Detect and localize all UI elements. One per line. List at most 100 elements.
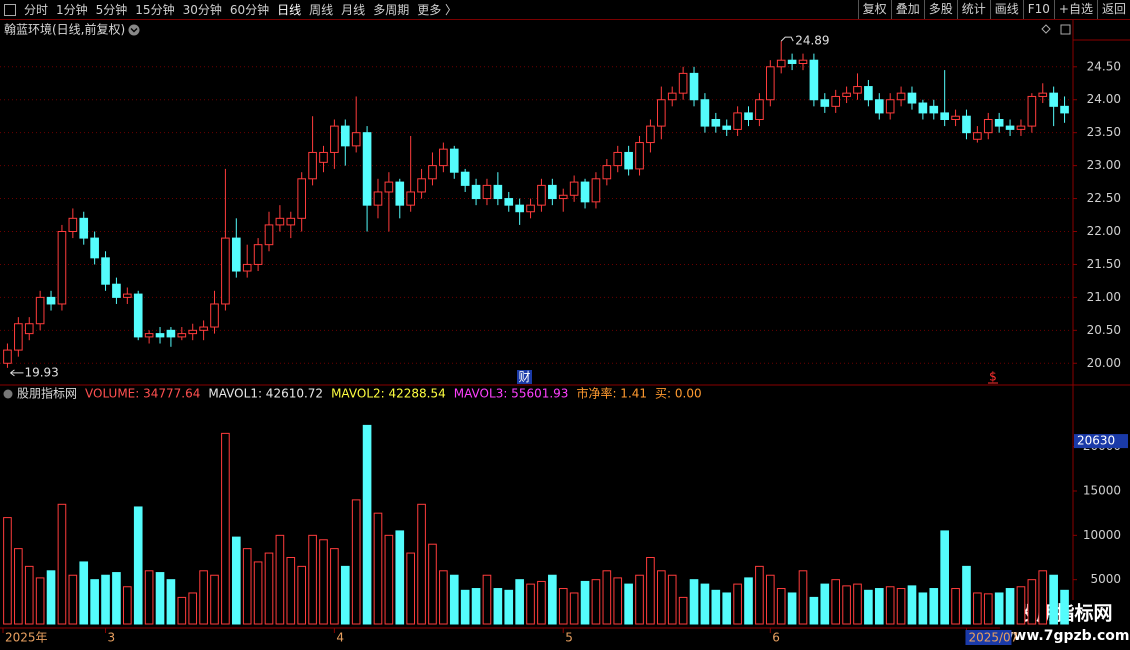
toolbar-tab[interactable]: 分时 [24,3,49,17]
toolbar-tab[interactable]: 60分钟 [229,3,270,17]
candle-body [951,115,960,121]
x-tick-label: 4 [336,631,344,645]
volume-bar [231,536,241,625]
candle-body [24,323,34,335]
y-tick-label: 5000 [1090,572,1121,586]
toolbar-tab[interactable]: 15分钟 [135,3,175,17]
candle-body [602,165,612,180]
x-tick-label: 3 [108,631,116,645]
candle-body [395,181,405,206]
volume-bar [133,506,143,625]
volume-bar [155,572,165,625]
y-tick-label: 10000 [1083,528,1121,542]
toolbar-tab[interactable]: 周线 [309,3,334,17]
candle-body [188,329,198,335]
volume-bar [286,557,296,625]
volume-bar [994,592,1004,625]
volume-bar [460,589,470,625]
x-tick-label: 2025年 [5,631,48,645]
volume-bar [166,579,176,625]
toolbar-button[interactable]: F10 [1022,0,1054,19]
candle-body [428,165,437,180]
toolbar-menu-icon[interactable] [4,3,16,16]
y-tick-label: 24.00 [1087,92,1121,106]
finance-marker-bg[interactable] [517,370,532,384]
indicator-icon[interactable] [3,389,13,399]
volume-bar [940,530,949,625]
volume-bar [874,588,884,625]
volume-bar [515,579,524,625]
volume-bar [537,580,546,625]
toolbar-tab[interactable]: 1分钟 [56,3,88,17]
volume-bar [264,552,274,625]
volume-bar [558,588,568,625]
candle-body [853,86,862,94]
volume-bar [831,579,841,625]
volume-bar [918,592,928,625]
volume-bar [809,596,819,625]
candle-body [101,257,110,285]
diamond-icon[interactable] [1041,24,1051,34]
candle-body [144,333,154,338]
candle-body [613,151,623,167]
candle-body [548,184,557,200]
candle-body [123,293,132,298]
candle-body [340,125,350,147]
candle-body [1060,105,1069,114]
toolbar-tab[interactable]: 月线 [341,3,366,17]
volume-bar [820,583,830,625]
x-tick-label: 2025/07 [968,631,1018,645]
volume-bar [449,574,459,625]
volume-bar [711,589,721,625]
candle-body [177,333,187,338]
volume-bar [384,534,394,625]
legend-entry: 市净率: 1.41 [576,386,647,401]
toolbar-tab[interactable]: 5分钟 [95,3,128,17]
volume-bar [569,592,579,625]
volume-bar [319,539,328,625]
candle-body [787,59,797,65]
toolbar-button[interactable]: +自选 [1053,0,1097,19]
toolbar-tab[interactable]: 30分钟 [182,3,222,17]
watermark-url: www.7gpzb.com [1000,628,1129,644]
x-tick-label: 6 [772,631,780,645]
candle-body [744,112,753,121]
candle-body [68,217,78,232]
candle-body [471,184,481,200]
volume-bar [482,574,492,625]
candle-body [1016,125,1026,130]
toolbar-button[interactable]: 复权 [857,0,891,19]
candle-body [994,119,1004,127]
volume-bar [700,583,710,625]
y-tick-label: 20.50 [1087,323,1121,337]
title-dropdown[interactable] [128,24,140,36]
volume-bar [624,583,633,625]
x-tick-highlight [965,630,1012,645]
volume-bar [733,583,742,625]
candle-body [275,217,285,226]
toolbar-button[interactable]: 多股 [923,0,957,19]
candle-body [330,125,339,153]
candle-body [842,92,851,97]
toolbar-tab[interactable]: 多周期 [373,3,410,17]
volume-bar [242,548,252,625]
volume-bar [657,570,666,625]
candle-body [929,105,939,114]
window-icon[interactable] [1060,24,1071,35]
volume-bar [406,552,415,625]
title-dropdown-arrow [130,28,138,33]
candle-body [155,333,165,338]
toolbar-tab[interactable]: 日线 [277,3,302,17]
toolbar-button[interactable]: 返回 [1096,0,1130,19]
toolbar-button[interactable]: 统计 [956,0,990,19]
volume-bar [744,577,753,625]
toolbar-tab[interactable]: 更多 〉 [417,3,458,17]
volume-bar [253,561,263,625]
candle-body [896,92,906,101]
toolbar-button[interactable]: 叠加 [890,0,924,19]
toolbar-button[interactable]: 画线 [989,0,1023,19]
volume-bar [787,592,797,625]
volume-bar [79,561,89,625]
